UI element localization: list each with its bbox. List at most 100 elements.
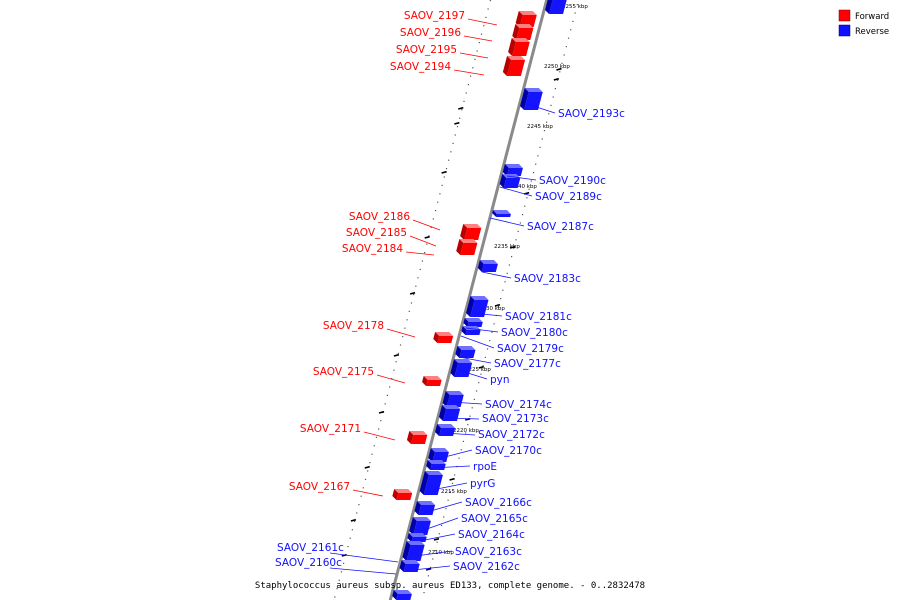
major-tick xyxy=(378,410,385,414)
minor-tick xyxy=(386,394,388,396)
kbp-tick-label: 2245 kbp xyxy=(527,124,553,130)
minor-tick xyxy=(413,294,415,296)
minor-ticks xyxy=(334,0,578,598)
major-tick xyxy=(364,465,370,469)
major-tick xyxy=(393,353,400,357)
minor-tick xyxy=(502,289,504,291)
forward-gene-block xyxy=(460,224,482,240)
minor-tick xyxy=(410,302,413,304)
gene-label: SAOV_2194 xyxy=(390,61,451,73)
minor-tick xyxy=(391,378,393,380)
minor-tick xyxy=(438,533,440,535)
minor-tick xyxy=(517,230,519,232)
kbp-tick-label: 2215 kbp xyxy=(441,489,467,495)
minor-tick xyxy=(454,134,456,136)
minor-tick xyxy=(467,424,469,426)
reverse-gene-block xyxy=(442,391,464,407)
minor-tick xyxy=(342,562,345,564)
minor-tick xyxy=(415,285,417,287)
label-leader-line xyxy=(329,567,397,575)
kbp-tick-label: 2210 kbp xyxy=(428,550,454,556)
minor-tick xyxy=(561,62,563,64)
reverse-gene-block xyxy=(428,448,449,462)
minor-tick xyxy=(429,566,432,568)
minor-tick xyxy=(473,398,475,400)
forward-gene-block xyxy=(392,489,413,500)
minor-tick xyxy=(369,462,371,464)
minor-tick xyxy=(338,579,340,581)
minor-tick xyxy=(360,495,362,497)
minor-tick xyxy=(465,432,467,434)
kbp-tick-label: 2240 kbp xyxy=(511,184,537,190)
minor-tick xyxy=(493,323,495,325)
gene-label: SAOV_2181c xyxy=(505,311,572,323)
minor-tick xyxy=(511,256,513,258)
minor-tick xyxy=(472,67,474,69)
label-leader-line xyxy=(471,312,503,317)
label-leader-line xyxy=(465,327,499,333)
label-leader-line xyxy=(458,356,492,364)
minor-tick xyxy=(521,214,524,216)
minor-tick xyxy=(570,29,572,31)
minor-tick xyxy=(434,550,436,552)
gene-label: SAOV_2183c xyxy=(514,273,581,285)
gene-label: SAOV_2179c xyxy=(497,343,564,355)
gene-label: SAOV_2170c xyxy=(475,445,542,457)
minor-tick xyxy=(424,252,426,254)
minor-tick xyxy=(491,331,493,333)
minor-tick xyxy=(462,440,465,442)
label-leader-line xyxy=(329,552,399,563)
gene-label: SAOV_2186 xyxy=(349,211,410,223)
minor-tick xyxy=(347,546,349,548)
minor-tick xyxy=(485,16,487,18)
minor-tick xyxy=(469,75,472,77)
minor-tick xyxy=(506,272,508,274)
label-leader-line xyxy=(405,251,435,256)
gene-label: SAOV_2190c xyxy=(539,175,606,187)
minor-tick xyxy=(445,508,447,510)
major-tick xyxy=(458,106,464,110)
minor-tick xyxy=(353,520,356,522)
minor-tick xyxy=(417,277,419,279)
kbp-tick-label: 2235 kbp xyxy=(494,244,520,250)
label-leader-line xyxy=(429,465,471,469)
minor-tick xyxy=(393,369,395,371)
minor-tick xyxy=(408,310,410,312)
legend-reverse-swatch xyxy=(838,24,851,37)
reverse-gene-block xyxy=(399,560,420,572)
minor-tick xyxy=(565,46,567,48)
minor-tick xyxy=(440,524,443,526)
minor-tick xyxy=(384,403,386,405)
reverse-gene-block xyxy=(477,260,498,272)
major-tick xyxy=(409,291,416,295)
minor-tick xyxy=(541,138,543,140)
minor-tick xyxy=(532,172,535,174)
minor-tick xyxy=(535,163,537,165)
minor-tick xyxy=(478,42,480,44)
major-tick xyxy=(478,365,484,369)
minor-tick xyxy=(421,260,424,262)
reverse-gene-block xyxy=(407,533,427,542)
minor-tick xyxy=(508,264,511,266)
minor-tick xyxy=(388,386,391,388)
label-leader-line xyxy=(443,432,476,436)
minor-tick xyxy=(482,365,484,367)
forward-gene-block xyxy=(422,376,442,386)
major-tick xyxy=(441,170,447,174)
label-leader-line xyxy=(412,565,451,571)
reverse-gene-block xyxy=(450,359,473,377)
minor-tick xyxy=(515,239,517,241)
genome-caption: Staphylococcus aureus subsp. aureus ED13… xyxy=(255,581,645,591)
minor-tick xyxy=(356,512,358,514)
reverse-gene-block xyxy=(455,346,476,358)
label-leader-line xyxy=(409,235,437,247)
label-leader-line xyxy=(453,69,485,76)
minor-tick xyxy=(487,8,489,10)
gene-label: SAOV_2172c xyxy=(478,429,545,441)
label-leader-line xyxy=(499,186,533,197)
minor-tick xyxy=(351,529,353,531)
minor-tick xyxy=(526,197,528,199)
minor-tick xyxy=(443,516,445,518)
minor-tick xyxy=(543,130,546,132)
minor-tick xyxy=(456,126,459,128)
